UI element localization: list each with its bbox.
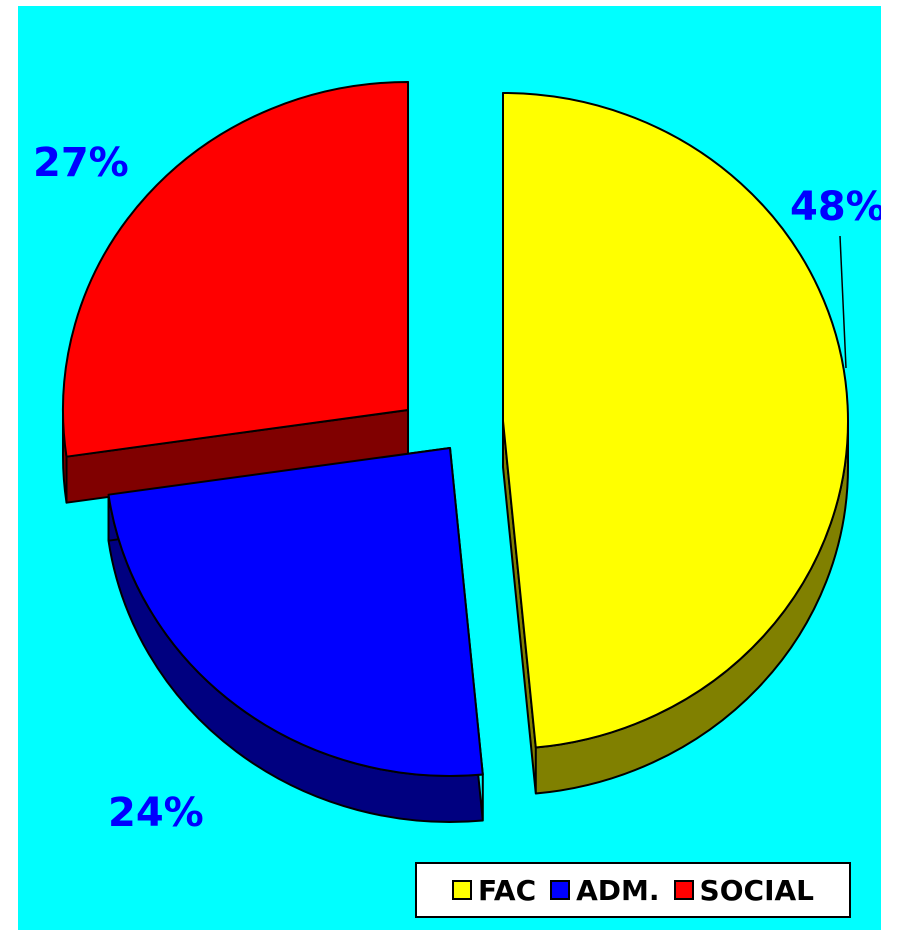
data-label-fac: 48%	[790, 184, 881, 230]
legend-swatch-adm	[550, 880, 571, 900]
slice-social	[62, 81, 409, 458]
legend-label-fac: FAC	[477, 873, 537, 907]
chart-area: 48% 24% 27% FAC ADM. SOCIAL	[18, 6, 881, 930]
data-label-social: 27%	[33, 140, 129, 186]
legend-entry-social: SOCIAL	[673, 873, 814, 907]
legend-swatch-social	[673, 880, 694, 900]
legend: FAC ADM. SOCIAL	[415, 862, 851, 918]
pie-chart: 48% 24% 27%	[33, 81, 881, 836]
leader-line-fac	[839, 235, 847, 369]
legend-label-adm: ADM.	[576, 873, 660, 907]
legend-entry-adm: ADM.	[550, 873, 660, 907]
data-label-adm: 24%	[108, 790, 204, 836]
legend-swatch-fac	[451, 880, 472, 900]
legend-label-social: SOCIAL	[699, 873, 814, 907]
legend-entry-fac: FAC	[451, 873, 537, 907]
slice-fac	[502, 92, 850, 749]
slice-adm	[107, 447, 484, 777]
